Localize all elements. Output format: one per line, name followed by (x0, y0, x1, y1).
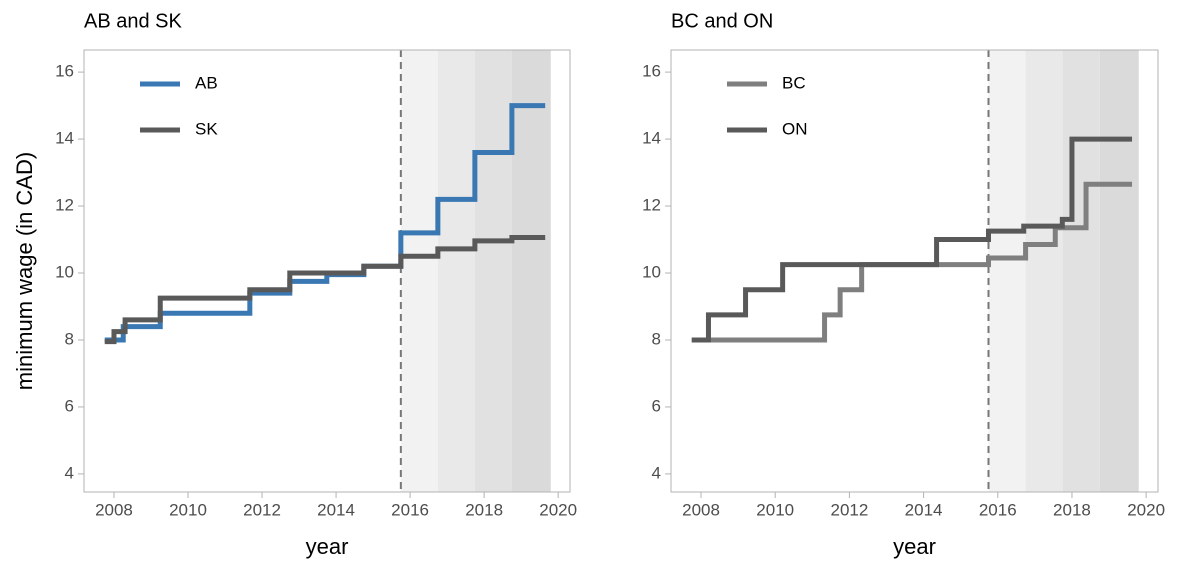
line-series (104, 235, 546, 345)
shaded-period (1025, 50, 1063, 492)
y-axis-label: minimum wage (in CAD) (12, 152, 37, 390)
legend-label: SK (195, 119, 218, 138)
shaded-period (1099, 50, 1139, 492)
x-tick-label: 2016 (979, 500, 1017, 519)
x-tick-label: 2020 (539, 500, 577, 519)
x-tick-label: 2014 (905, 500, 943, 519)
legend-label: BC (782, 73, 806, 92)
y-tick-label: 4 (652, 463, 661, 482)
y-tick-label: 12 (55, 196, 74, 215)
legend-label: AB (195, 73, 218, 92)
x-tick-label: 2020 (1127, 500, 1165, 519)
x-tick-label: 2018 (1053, 500, 1091, 519)
y-tick-label: 10 (55, 262, 74, 281)
shaded-period (988, 50, 1026, 492)
x-tick-label: 2010 (169, 500, 207, 519)
panel-border (670, 49, 1159, 493)
chart-title: BC and ON (671, 10, 773, 32)
y-tick-label: 16 (642, 62, 661, 81)
line-series (691, 181, 1133, 343)
x-axis-label: year (306, 534, 349, 559)
shaded-period (437, 50, 475, 492)
x-tick-label: 2008 (682, 500, 720, 519)
y-tick-label: 6 (652, 396, 661, 415)
panel-border (83, 49, 571, 493)
y-tick-label: 8 (652, 329, 661, 348)
x-tick-label: 2018 (465, 500, 503, 519)
y-tick-label: 4 (65, 463, 74, 482)
y-tick-label: 14 (55, 129, 74, 148)
y-tick-label: 8 (65, 329, 74, 348)
x-tick-label: 2010 (756, 500, 794, 519)
x-axis-label: year (893, 534, 936, 559)
chart-title: AB and SK (84, 10, 183, 32)
x-tick-label: 2016 (391, 500, 429, 519)
x-tick-label: 2012 (243, 500, 281, 519)
line-series (691, 136, 1133, 343)
y-tick-label: 16 (55, 62, 74, 81)
shaded-period (474, 50, 512, 492)
shaded-period (400, 50, 438, 492)
y-tick-label: 6 (65, 396, 74, 415)
shaded-period (511, 50, 551, 492)
x-tick-label: 2008 (95, 500, 133, 519)
shaded-period (1062, 50, 1100, 492)
y-tick-label: 10 (642, 262, 661, 281)
x-tick-label: 2012 (830, 500, 868, 519)
legend-label: ON (782, 119, 808, 138)
y-tick-label: 14 (642, 129, 661, 148)
x-tick-label: 2014 (317, 500, 355, 519)
y-tick-label: 12 (642, 196, 661, 215)
